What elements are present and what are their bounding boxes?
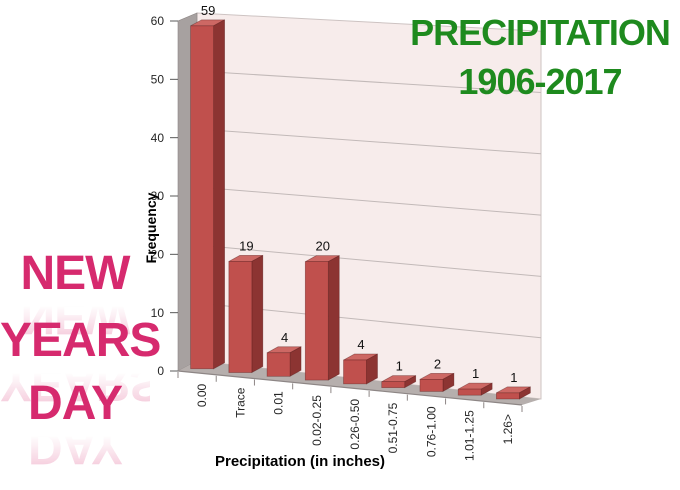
x-category-label: Trace (233, 387, 247, 418)
bar-value-label: 19 (239, 238, 253, 253)
bar-value-label: 20 (316, 239, 330, 254)
x-category-label: 1.26> (501, 414, 515, 444)
bar-value-label: 59 (201, 3, 215, 18)
chart-title: PRECIPITATION 1906-2017 (398, 9, 680, 106)
bar-side-face (213, 19, 225, 370)
gridline (196, 244, 542, 277)
bar-side-face (251, 254, 264, 374)
y-tick-label: 60 (151, 14, 165, 28)
gridline (196, 70, 542, 93)
bar-value-label: 1 (472, 366, 479, 381)
bar-value-label: 1 (396, 359, 403, 374)
x-category-label: 0.01 (272, 391, 286, 415)
x-category-label: 0.76-1.00 (424, 406, 438, 457)
bar-side-face (327, 255, 340, 381)
y-tick-label: 20 (151, 248, 165, 262)
y-tick-label: 50 (151, 73, 165, 87)
y-tick-label: 10 (151, 306, 165, 320)
bar-0.02-0.25 (304, 261, 329, 381)
plot-area: 0 10 20 30 40 50 60 59 19 4 20 4 1 2 1 1 0.00 Trace 0.01 0.… (151, 3, 542, 461)
y-axis-title: Frequency (143, 192, 159, 263)
x-category-label: 0.00 (195, 383, 209, 407)
bar-0.51-0.75 (381, 381, 406, 388)
bar-1.01-1.25 (457, 388, 482, 396)
x-category-label: 1.01-1.25 (463, 410, 477, 461)
gridline (196, 128, 542, 155)
bar-0.01 (266, 352, 291, 377)
bar-1.26> (496, 392, 520, 400)
bar-value-label: 4 (281, 330, 288, 345)
gridline (196, 186, 542, 216)
bar-value-label: 1 (510, 370, 517, 385)
bar-0.00 (190, 25, 214, 370)
bar-Trace (228, 261, 253, 373)
x-category-label: 0.26-0.50 (348, 399, 362, 450)
chart-title-line2: 1906-2017 (458, 60, 622, 102)
y-tick-label: 0 (157, 364, 164, 378)
bar-0.76-1.00 (419, 379, 444, 392)
x-category-label: 0.51-0.75 (386, 402, 400, 453)
x-axis-title: Precipitation (in inches) (215, 453, 385, 470)
x-category-label: 0.02-0.25 (310, 395, 324, 446)
chart-title-line1: PRECIPITATION (410, 12, 671, 53)
y-tick-label: 30 (151, 189, 165, 203)
bar-value-label: 2 (434, 356, 441, 371)
floor-front-edge (177, 370, 523, 406)
y-tick-label: 40 (151, 131, 165, 145)
bar-0.26-0.50 (343, 359, 367, 385)
bar-value-label: 4 (357, 337, 364, 352)
